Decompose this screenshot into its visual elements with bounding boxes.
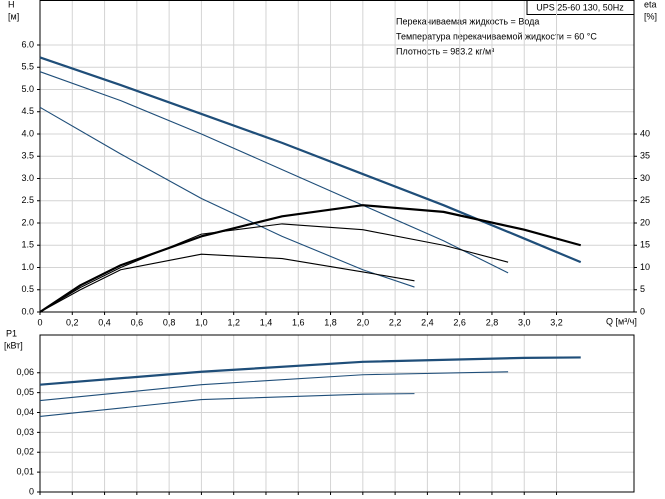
y-tick-label: 1.0 — [21, 262, 34, 272]
y-tick-label: 6.0 — [21, 39, 34, 49]
curve — [39, 371, 509, 402]
x-tick-label: 3,0 — [518, 317, 531, 327]
y2-tick-label: 30 — [640, 173, 650, 183]
x-tick-label: 1,2 — [227, 317, 240, 327]
x-tick-label: 2,0 — [357, 317, 370, 327]
y2-tick-label: 25 — [640, 195, 650, 205]
y2-tick-label: 15 — [640, 240, 650, 250]
x-tick-label: 2,4 — [421, 317, 434, 327]
y-axis-label: P1 — [6, 328, 17, 338]
y-tick-label: 4.0 — [21, 128, 34, 138]
x-tick-label: 2,8 — [486, 317, 499, 327]
y2-axis-label: eta — [644, 0, 657, 9]
plot-frame — [39, 0, 635, 313]
curve — [39, 253, 415, 313]
curve — [39, 106, 415, 288]
y-tick-label: 0,05 — [16, 387, 34, 397]
curve — [39, 393, 415, 418]
plot-frame — [39, 334, 635, 493]
curve — [39, 204, 582, 313]
curve — [39, 56, 582, 264]
y-tick-label: 0,02 — [16, 447, 34, 457]
x-axis-label: Q [м³/ч] — [606, 316, 637, 326]
y-tick-label: 0,03 — [16, 427, 34, 437]
y-tick-label: 4.5 — [21, 106, 34, 116]
x-tick-label: 1,8 — [324, 317, 337, 327]
x-tick-label: 1,6 — [292, 317, 305, 327]
y2-tick-label: 5 — [640, 284, 645, 294]
y2-tick-label: 0 — [640, 306, 645, 316]
y2-tick-label: 10 — [640, 262, 650, 272]
y-tick-label: 3.5 — [21, 151, 34, 161]
y2-axis-unit: [%] — [644, 11, 657, 21]
curve — [39, 71, 509, 274]
y-tick-label: 0 — [29, 486, 34, 496]
y-tick-label: 0.0 — [21, 306, 34, 316]
y2-tick-label: 40 — [640, 128, 650, 138]
x-tick-label: 0 — [37, 317, 42, 327]
y-tick-label: 5.0 — [21, 84, 34, 94]
x-tick-label: 0,8 — [163, 317, 176, 327]
chart-title: UPS 25-60 130, 50Hz — [536, 2, 624, 12]
y2-tick-label: 35 — [640, 151, 650, 161]
annotation: Плотность = 983.2 кг/м³ — [396, 46, 494, 56]
x-tick-label: 0,2 — [66, 317, 79, 327]
annotation: Перекачиваемая жидкость = Вода — [396, 16, 539, 26]
y-tick-label: 5.5 — [21, 62, 34, 72]
y-tick-label: 3.0 — [21, 173, 34, 183]
y-tick-label: 2.0 — [21, 217, 34, 227]
y-tick-label: 1.5 — [21, 240, 34, 250]
x-tick-label: 2,2 — [389, 317, 402, 327]
y-tick-label: 0,06 — [16, 367, 34, 377]
x-tick-label: 3,2 — [550, 317, 563, 327]
y-tick-label: 0.5 — [21, 284, 34, 294]
y-tick-label: 0,01 — [16, 467, 34, 477]
curve — [39, 356, 581, 386]
x-tick-label: 0,4 — [98, 317, 111, 327]
annotation: Температура перекачиваемой жидкости = 60… — [396, 31, 597, 41]
y-axis-label: H — [8, 0, 15, 9]
x-tick-label: 1,0 — [195, 317, 208, 327]
y-tick-label: 2.5 — [21, 195, 34, 205]
x-tick-label: 0,6 — [131, 317, 144, 327]
y-tick-label: 0,04 — [16, 407, 34, 417]
y-axis-unit: [кВт] — [4, 340, 23, 350]
y-axis-unit: [м] — [8, 11, 19, 21]
x-tick-label: 1,4 — [260, 317, 273, 327]
x-tick-label: 2,6 — [453, 317, 466, 327]
y2-tick-label: 20 — [640, 217, 650, 227]
curve — [39, 223, 509, 313]
